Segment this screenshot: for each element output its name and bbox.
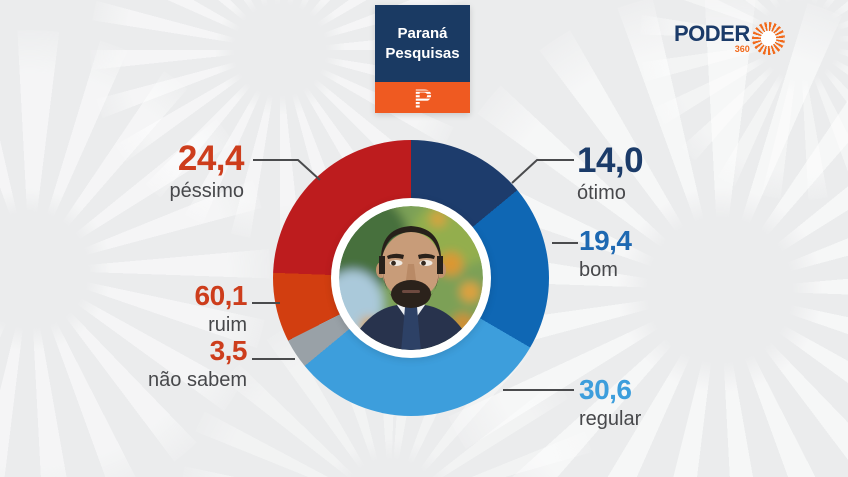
pollster-logo-panel: P — [375, 82, 470, 113]
portrait-illustration — [339, 206, 483, 350]
pollster-badge: Paraná Pesquisas P — [375, 5, 470, 113]
label-ruim: ruim — [208, 314, 247, 336]
pollster-name-line2: Pesquisas — [385, 44, 460, 62]
callout-regular: 30,6 regular — [579, 376, 641, 431]
label-otimo: ótimo — [577, 182, 626, 204]
callout-pessimo: 24,4 péssimo — [169, 139, 245, 203]
poder360-wordmark: PODER 360 — [674, 21, 750, 55]
label-nao-sabem: não sabem — [148, 369, 247, 391]
value-pessimo: 24,4 — [177, 139, 245, 178]
callout-bom: 19,4 bom — [579, 227, 632, 282]
striped-p-logo-icon: P — [413, 85, 431, 111]
poder360-logo: PODER 360 — [674, 19, 787, 58]
callout-nao-sabem: 3,5 não sabem — [148, 337, 247, 392]
callout-ruim: 60,1 ruim — [195, 282, 248, 337]
svg-text:P: P — [413, 85, 431, 111]
label-bom: bom — [579, 259, 618, 281]
value-otimo: 14,0 — [577, 141, 644, 180]
poder-wordmark-text: PODER — [674, 21, 750, 46]
governor-portrait-photo — [339, 206, 483, 350]
pollster-name-line1: Paraná — [397, 24, 448, 42]
label-pessimo: péssimo — [169, 180, 244, 202]
value-bom: 19,4 — [579, 225, 632, 256]
poder360-sunburst-icon — [749, 19, 787, 58]
poder-360-text: 360 — [734, 44, 750, 54]
value-nao-sabem: 3,5 — [209, 335, 248, 366]
label-regular: regular — [579, 408, 642, 430]
callout-otimo: 14,0 ótimo — [577, 141, 644, 205]
value-regular: 30,6 — [579, 374, 632, 405]
pollster-badge-title: Paraná Pesquisas — [375, 5, 470, 82]
value-ruim: 60,1 — [194, 280, 248, 311]
